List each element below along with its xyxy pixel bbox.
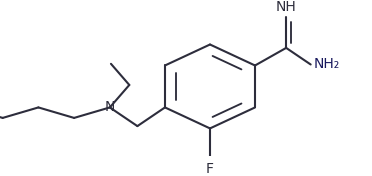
Text: NH₂: NH₂	[314, 58, 340, 71]
Text: N: N	[105, 100, 115, 114]
Text: F: F	[206, 162, 214, 176]
Text: NH: NH	[276, 0, 296, 14]
